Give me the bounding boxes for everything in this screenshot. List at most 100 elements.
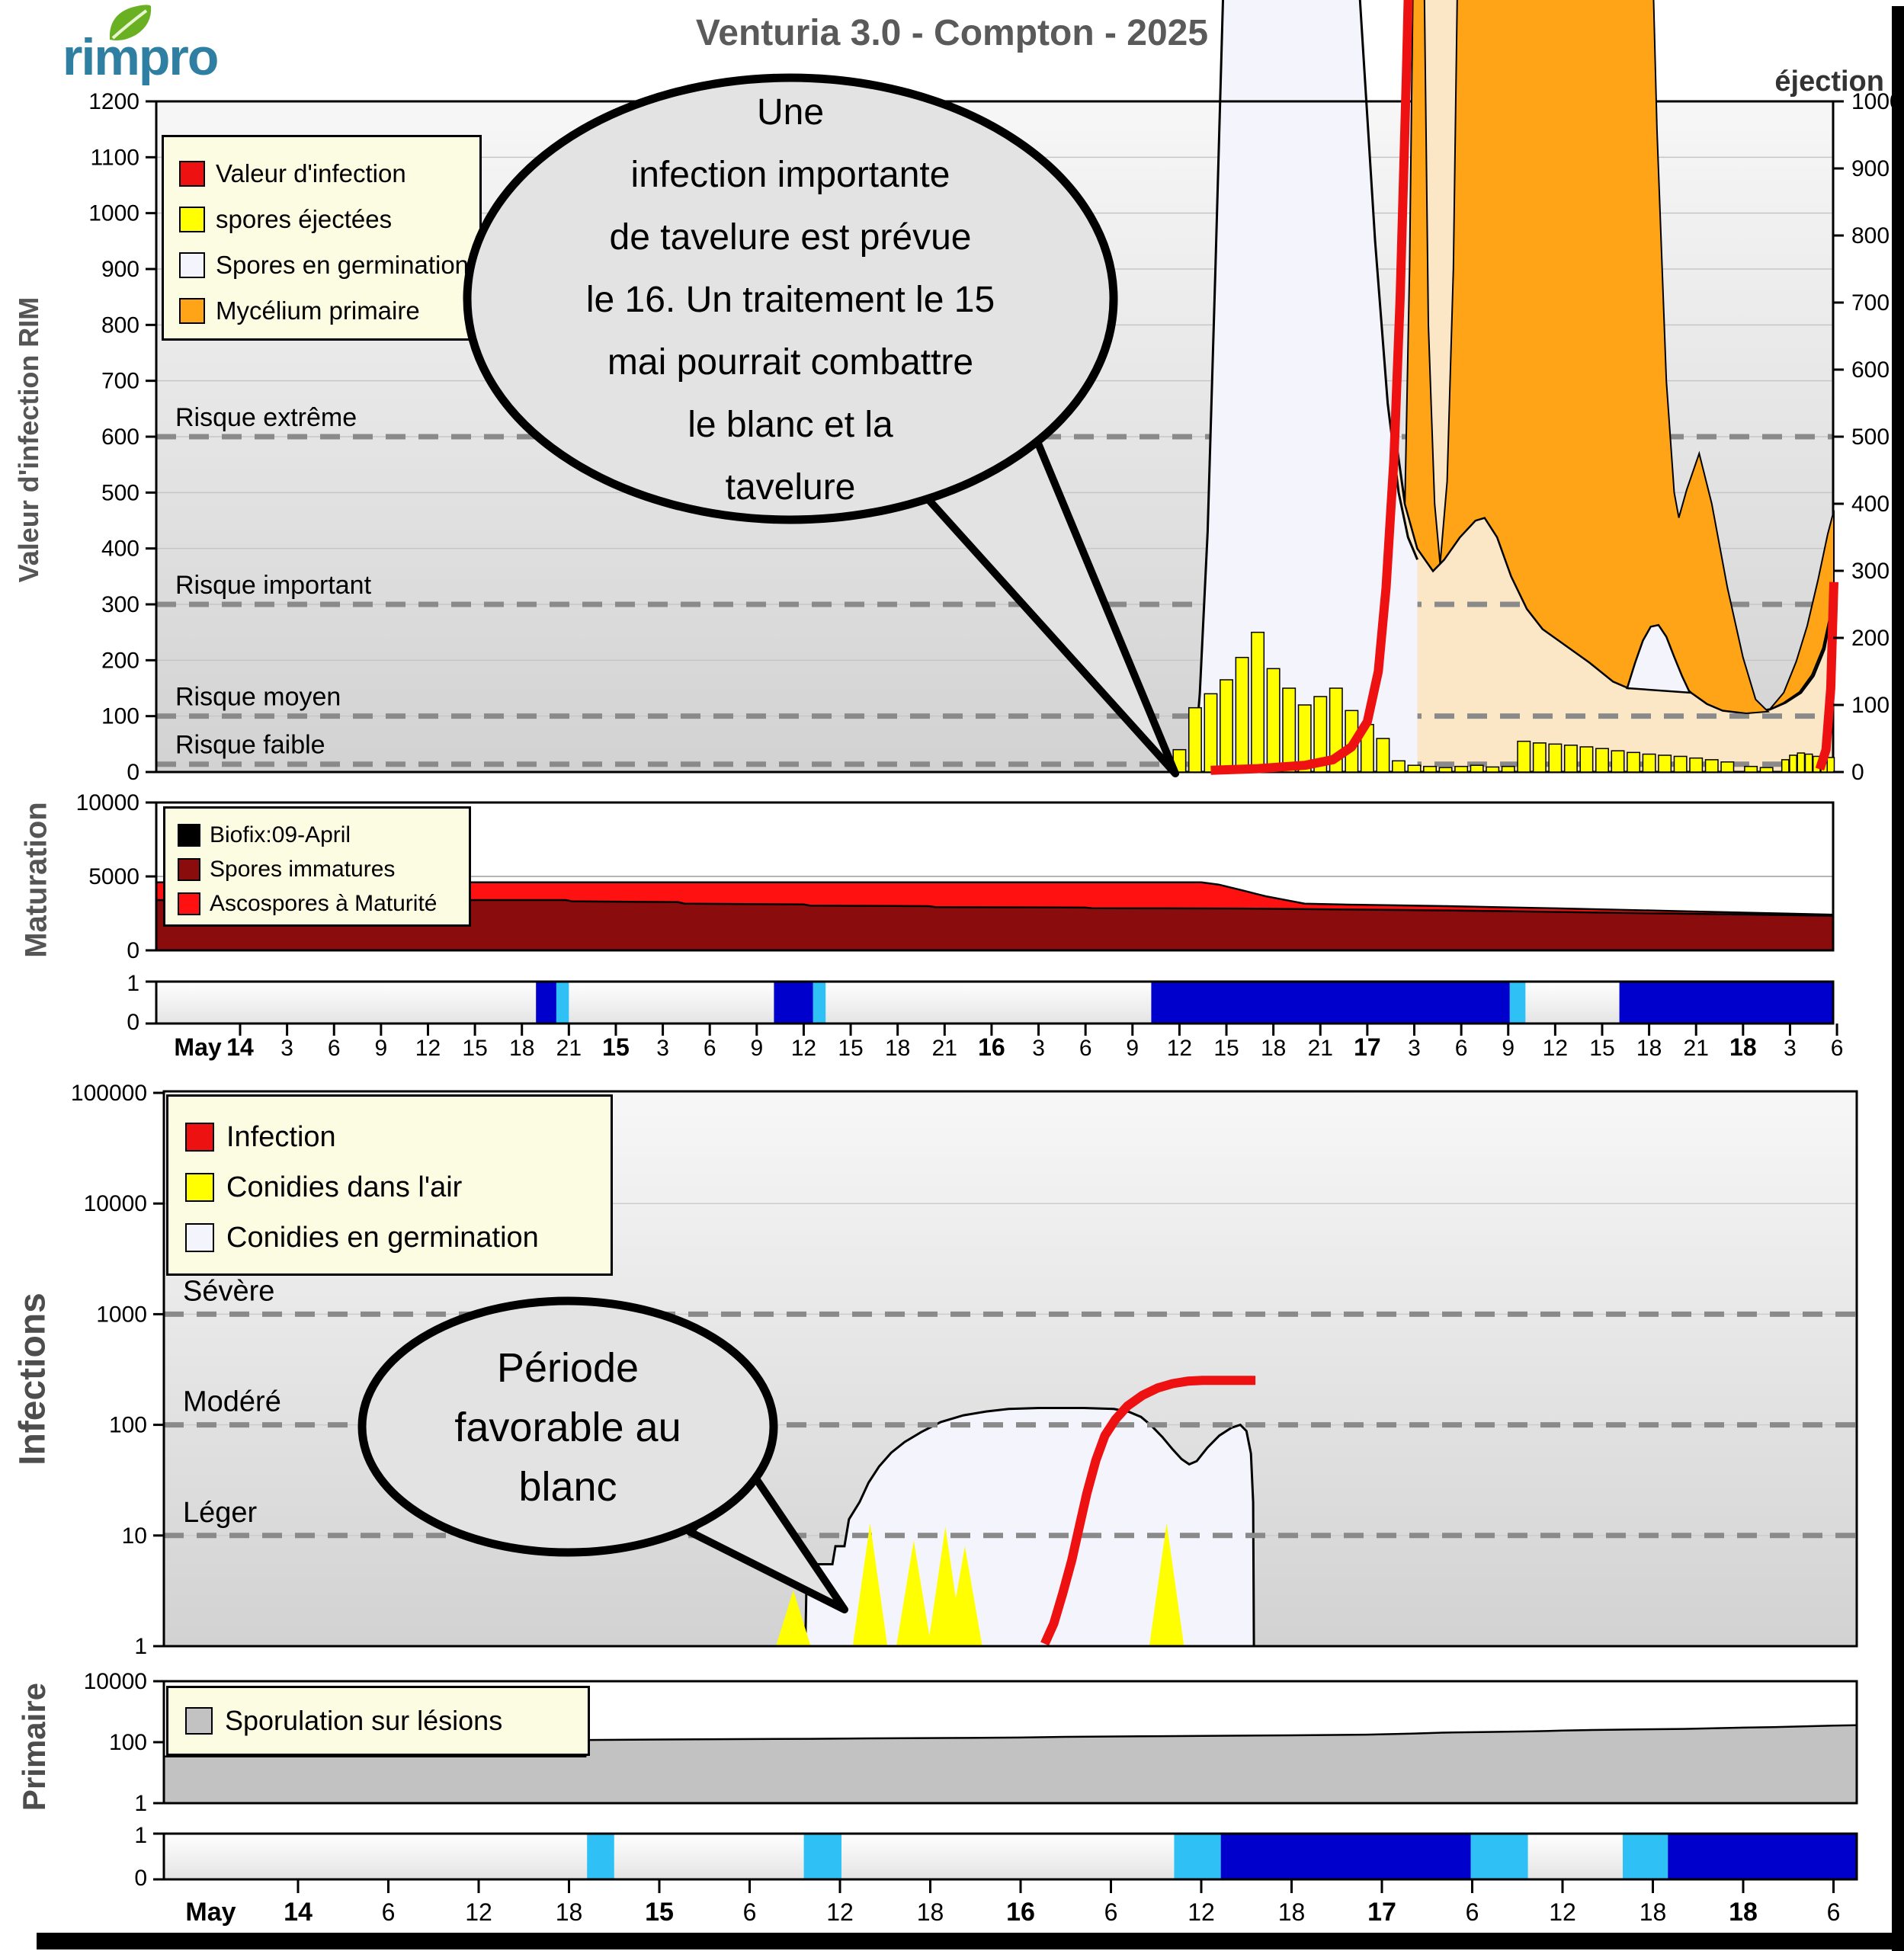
spore-bar xyxy=(1789,754,1797,773)
x-tick-label: 6 xyxy=(1104,1898,1118,1926)
y-tick-label: 1000 xyxy=(96,1302,147,1327)
x-tick-label: 3 xyxy=(1408,1036,1421,1061)
spore-bar xyxy=(1548,743,1563,773)
conidia-spike xyxy=(1149,1523,1184,1646)
spore-bar xyxy=(1579,746,1594,773)
infection-curve-right xyxy=(1815,581,1838,771)
y-tick-label: 0 xyxy=(134,1866,147,1891)
spore-bar xyxy=(1172,748,1187,773)
conidia-spike xyxy=(776,1590,811,1646)
y-tick-label: 1 xyxy=(127,971,139,996)
legend-label: Conidies en germination xyxy=(226,1221,539,1254)
y-tick-label: 1100 xyxy=(90,145,139,170)
conidia-germination-outline xyxy=(804,1407,1255,1647)
spore-bar xyxy=(1313,696,1328,773)
x-tick-label: 14 xyxy=(284,1898,313,1927)
y-tick-label: 100 xyxy=(109,1413,147,1438)
legend-item: Ascospores à Maturité xyxy=(178,886,469,921)
spore-bar xyxy=(1658,754,1672,773)
x-tick-label: 21 xyxy=(932,1036,957,1061)
legend-maturation: Biofix:09-April Spores immatures Ascospore… xyxy=(163,806,471,927)
rim-chart: Risque extrême Risque important Risque moy… xyxy=(88,0,1902,785)
x-tick-label: 3 xyxy=(656,1036,669,1061)
y-tick-label: 100 xyxy=(101,704,139,729)
y-tick-label: 0 xyxy=(127,938,139,963)
y-tick-label: 0 xyxy=(127,760,139,785)
spore-bar xyxy=(1282,687,1297,773)
x-tick-label: 6 xyxy=(704,1036,716,1061)
logo-text: rimpro xyxy=(63,28,219,86)
x-tick-label: 17 xyxy=(1354,1033,1381,1061)
spore-bar xyxy=(1673,755,1688,773)
x-tick-label: 12 xyxy=(826,1898,854,1926)
infections-frame xyxy=(162,1090,1858,1648)
spore-bar xyxy=(1611,750,1625,773)
wetness-segment xyxy=(1174,1834,1221,1879)
y-axis-title-primaire: Primaire xyxy=(16,1682,52,1812)
x-tick-label: 18 xyxy=(1278,1898,1306,1926)
spore-bar xyxy=(1517,740,1531,773)
x-tick-label: 9 xyxy=(1502,1036,1515,1061)
x-tick-label: 15 xyxy=(602,1033,630,1061)
legend-item: Biofix:09-April xyxy=(178,818,469,852)
spore-bar xyxy=(1744,765,1758,773)
x-tick-label: 18 xyxy=(885,1036,910,1061)
risk-label: Risque important xyxy=(175,571,372,600)
y2-tick-label: 600 xyxy=(1851,357,1890,383)
mature-spores-outline xyxy=(156,881,1835,916)
spore-bar xyxy=(1204,693,1218,773)
x-tick-label: 12 xyxy=(1543,1036,1568,1061)
x-tick-label: 6 xyxy=(1455,1036,1468,1061)
x-axis-2: May 14 6 12 18 15 6 12 18 16 6 12 18 17 6 12 18 18 6 xyxy=(185,1879,1840,1927)
wetness2-frame xyxy=(162,1832,1858,1881)
legend-swatch xyxy=(179,298,205,324)
risk-label: Risque moyen xyxy=(175,683,341,712)
spore-bar xyxy=(1235,656,1249,773)
y-tick-label: 5000 xyxy=(88,864,139,889)
y-tick-label: 900 xyxy=(101,257,139,282)
y-tick-label: 400 xyxy=(101,537,139,562)
spore-bar xyxy=(1266,668,1281,773)
y-tick-label: 10000 xyxy=(76,790,139,815)
spore-bar xyxy=(1759,767,1774,773)
legend-label: Mycélium primaire xyxy=(216,296,420,325)
legend-label: Conidies dans l'air xyxy=(226,1171,463,1203)
immature-spores-area xyxy=(156,900,1834,950)
germination-area xyxy=(1193,0,1418,772)
spore-bar xyxy=(1188,706,1202,773)
legend-item: Sporulation sur lésions xyxy=(185,1697,588,1744)
conidia-spike xyxy=(896,1540,931,1646)
mycelium-band-right xyxy=(1769,510,1835,710)
x-tick-label: 18 xyxy=(1261,1036,1286,1061)
x-tick-label: 12 xyxy=(415,1036,441,1061)
y2-tick-label: 900 xyxy=(1851,156,1890,181)
x-tick-label: 6 xyxy=(743,1898,757,1926)
wetness1-frame xyxy=(155,980,1835,1025)
wetness2-bg xyxy=(164,1834,1857,1879)
spore-bar xyxy=(1627,751,1641,773)
spore-bar xyxy=(1797,752,1806,773)
mycelium-notch xyxy=(1423,0,1458,565)
spore-bar xyxy=(1454,765,1469,773)
legend-item: Mycélium primaire xyxy=(179,288,479,334)
spore-bar xyxy=(1376,738,1390,773)
legend-label: Biofix:09-April xyxy=(210,822,351,847)
x-tick-label: 18 xyxy=(1640,1898,1667,1926)
y-tick-label: 600 xyxy=(101,424,139,450)
wetness-segment xyxy=(1220,1834,1471,1879)
wetness-segment xyxy=(587,1834,614,1879)
spore-bar xyxy=(1220,679,1233,773)
y-tick-label: 1 xyxy=(134,1823,147,1848)
y-axis-title-infections: Infections xyxy=(12,1293,53,1466)
legend-label: Sporulation sur lésions xyxy=(225,1705,503,1736)
y2-tick-label: 300 xyxy=(1851,559,1890,584)
spore-bar xyxy=(1642,753,1656,773)
x-tick-label: 9 xyxy=(375,1036,388,1061)
x-tick-label: 9 xyxy=(750,1036,763,1061)
rimpro-logo: rimpro xyxy=(63,5,219,87)
y2-tick-label: 200 xyxy=(1851,626,1890,651)
x-tick-label: 18 xyxy=(556,1898,583,1926)
legend-label: Spores immatures xyxy=(210,856,396,882)
wetness-segment xyxy=(1151,982,1510,1024)
y-tick-label: 1000 xyxy=(88,201,139,226)
